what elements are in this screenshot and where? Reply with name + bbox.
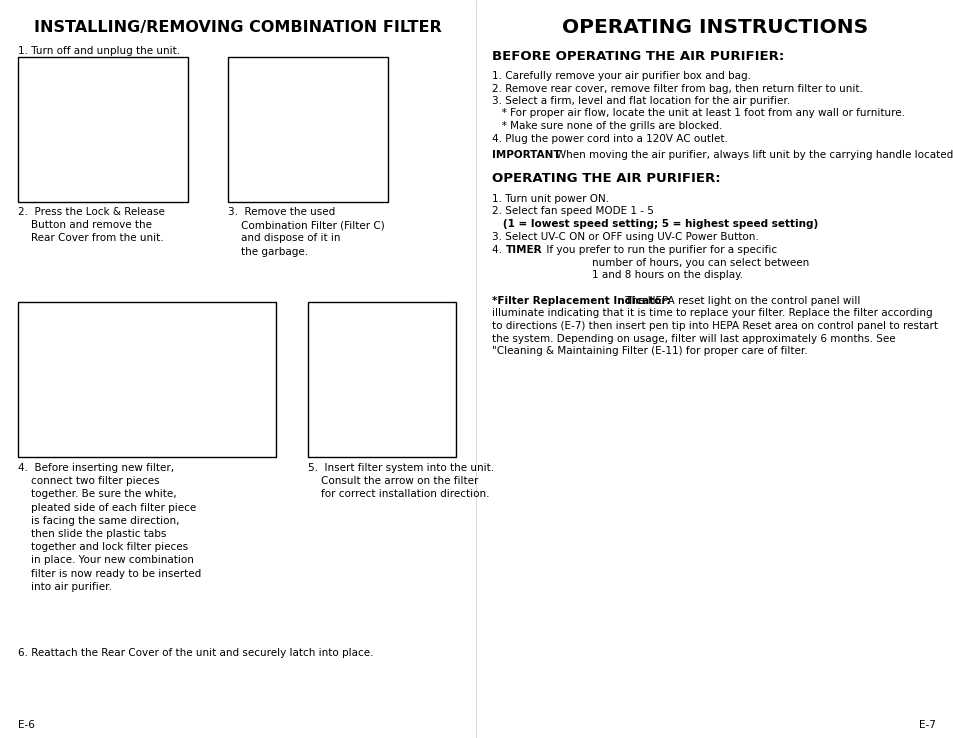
Text: E-7: E-7 xyxy=(918,720,935,730)
Text: illuminate indicating that it is time to replace your filter. Replace the filter: illuminate indicating that it is time to… xyxy=(492,308,932,319)
Text: :   If you prefer to run the purifier for a specific: : If you prefer to run the purifier for … xyxy=(533,245,777,255)
Text: 2.  Press the Lock & Release
    Button and remove the
    Rear Cover from the u: 2. Press the Lock & Release Button and r… xyxy=(18,207,165,244)
Text: TIMER: TIMER xyxy=(505,245,542,255)
Text: BEFORE OPERATING THE AIR PURIFIER:: BEFORE OPERATING THE AIR PURIFIER: xyxy=(492,50,783,63)
Text: 1 and 8 hours on the display.: 1 and 8 hours on the display. xyxy=(592,270,742,280)
Text: "Cleaning & Maintaining Filter (E-11) for proper care of filter.: "Cleaning & Maintaining Filter (E-11) fo… xyxy=(492,346,807,356)
Text: 1. Turn off and unplug the unit.: 1. Turn off and unplug the unit. xyxy=(18,46,180,56)
Text: 3.  Remove the used
    Combination Filter (Filter C)
    and dispose of it in
 : 3. Remove the used Combination Filter (F… xyxy=(228,207,384,257)
Bar xyxy=(308,302,456,457)
Text: number of hours, you can select between: number of hours, you can select between xyxy=(592,258,808,267)
Text: OPERATING THE AIR PURIFIER:: OPERATING THE AIR PURIFIER: xyxy=(492,172,720,185)
Text: 4.: 4. xyxy=(492,245,505,255)
Text: 3. Select UV-C ON or OFF using UV-C Power Button.: 3. Select UV-C ON or OFF using UV-C Powe… xyxy=(492,232,758,242)
Text: INSTALLING/REMOVING COMBINATION FILTER: INSTALLING/REMOVING COMBINATION FILTER xyxy=(34,20,441,35)
Bar xyxy=(18,302,275,457)
Bar xyxy=(228,57,388,202)
Text: the system. Depending on usage, filter will last approximately 6 months. See: the system. Depending on usage, filter w… xyxy=(492,334,895,343)
Text: 1. Turn unit power ON.: 1. Turn unit power ON. xyxy=(492,194,608,204)
Text: 2. Remove rear cover, remove filter from bag, then return filter to unit.: 2. Remove rear cover, remove filter from… xyxy=(492,83,862,94)
Text: 4.  Before inserting new filter,
    connect two filter pieces
    together. Be : 4. Before inserting new filter, connect … xyxy=(18,463,201,592)
Text: to directions (E-7) then insert pen tip into HEPA Reset area on control panel to: to directions (E-7) then insert pen tip … xyxy=(492,321,937,331)
Text: 5.  Insert filter system into the unit.
    Consult the arrow on the filter
    : 5. Insert filter system into the unit. C… xyxy=(308,463,494,500)
Text: E-6: E-6 xyxy=(18,720,35,730)
Text: * Make sure none of the grills are blocked.: * Make sure none of the grills are block… xyxy=(492,121,721,131)
Text: The HEPA reset light on the control panel will: The HEPA reset light on the control pane… xyxy=(621,296,860,306)
Text: 3. Select a firm, level and flat location for the air purifier.: 3. Select a firm, level and flat locatio… xyxy=(492,96,789,106)
Text: (1 = lowest speed setting; 5 = highest speed setting): (1 = lowest speed setting; 5 = highest s… xyxy=(492,219,818,229)
Text: : When moving the air purifier, always lift unit by the carrying handle located : : When moving the air purifier, always l… xyxy=(548,150,953,160)
Text: * For proper air flow, locate the unit at least 1 foot from any wall or furnitur: * For proper air flow, locate the unit a… xyxy=(492,108,904,119)
Text: 6. Reattach the Rear Cover of the unit and securely latch into place.: 6. Reattach the Rear Cover of the unit a… xyxy=(18,648,374,658)
Text: *Filter Replacement Indicator:: *Filter Replacement Indicator: xyxy=(492,296,670,306)
Text: IMPORTANT: IMPORTANT xyxy=(492,150,560,160)
Text: OPERATING INSTRUCTIONS: OPERATING INSTRUCTIONS xyxy=(561,18,867,37)
Bar xyxy=(18,57,188,202)
Text: 4. Plug the power cord into a 120V AC outlet.: 4. Plug the power cord into a 120V AC ou… xyxy=(492,134,727,143)
Text: 2. Select fan speed MODE 1 - 5: 2. Select fan speed MODE 1 - 5 xyxy=(492,207,653,216)
Text: 1. Carefully remove your air purifier box and bag.: 1. Carefully remove your air purifier bo… xyxy=(492,71,750,81)
